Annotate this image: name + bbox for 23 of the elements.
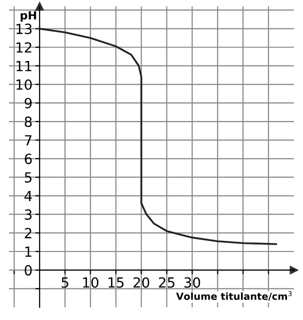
y-axis-title: pH <box>20 11 36 22</box>
x-tick-label: 20 <box>134 277 150 288</box>
y-tick-label: 7 <box>24 135 32 146</box>
y-tick-label: 3 <box>24 209 32 220</box>
y-tick-label: 10 <box>16 79 32 90</box>
y-tick-label: 9 <box>24 98 32 108</box>
y-tick-label: 8 <box>24 116 32 127</box>
x-tick-label: 25 <box>158 277 174 288</box>
x-axis-title: Volume titulante/cm$^{3}$ <box>176 291 292 301</box>
line-series <box>38 28 278 245</box>
y-tick-label: 11 <box>16 60 32 72</box>
x-tick-label: 5 <box>62 277 68 288</box>
y-tick-label: 5 <box>24 172 32 183</box>
y-tick-label: 1 <box>25 246 32 257</box>
x-tick-label: 30 <box>184 277 200 288</box>
y-tick-label: 12 <box>16 42 32 53</box>
x-tick-label: 15 <box>108 277 124 288</box>
y-tick-label: 0 <box>24 265 32 276</box>
y-tick-label: 4 <box>24 190 32 202</box>
x-tick-label: 10 <box>83 277 98 288</box>
y-tick-label: 13 <box>16 24 32 34</box>
y-tick-label: 6 <box>24 154 32 164</box>
y-tick-label: 2 <box>24 228 32 238</box>
